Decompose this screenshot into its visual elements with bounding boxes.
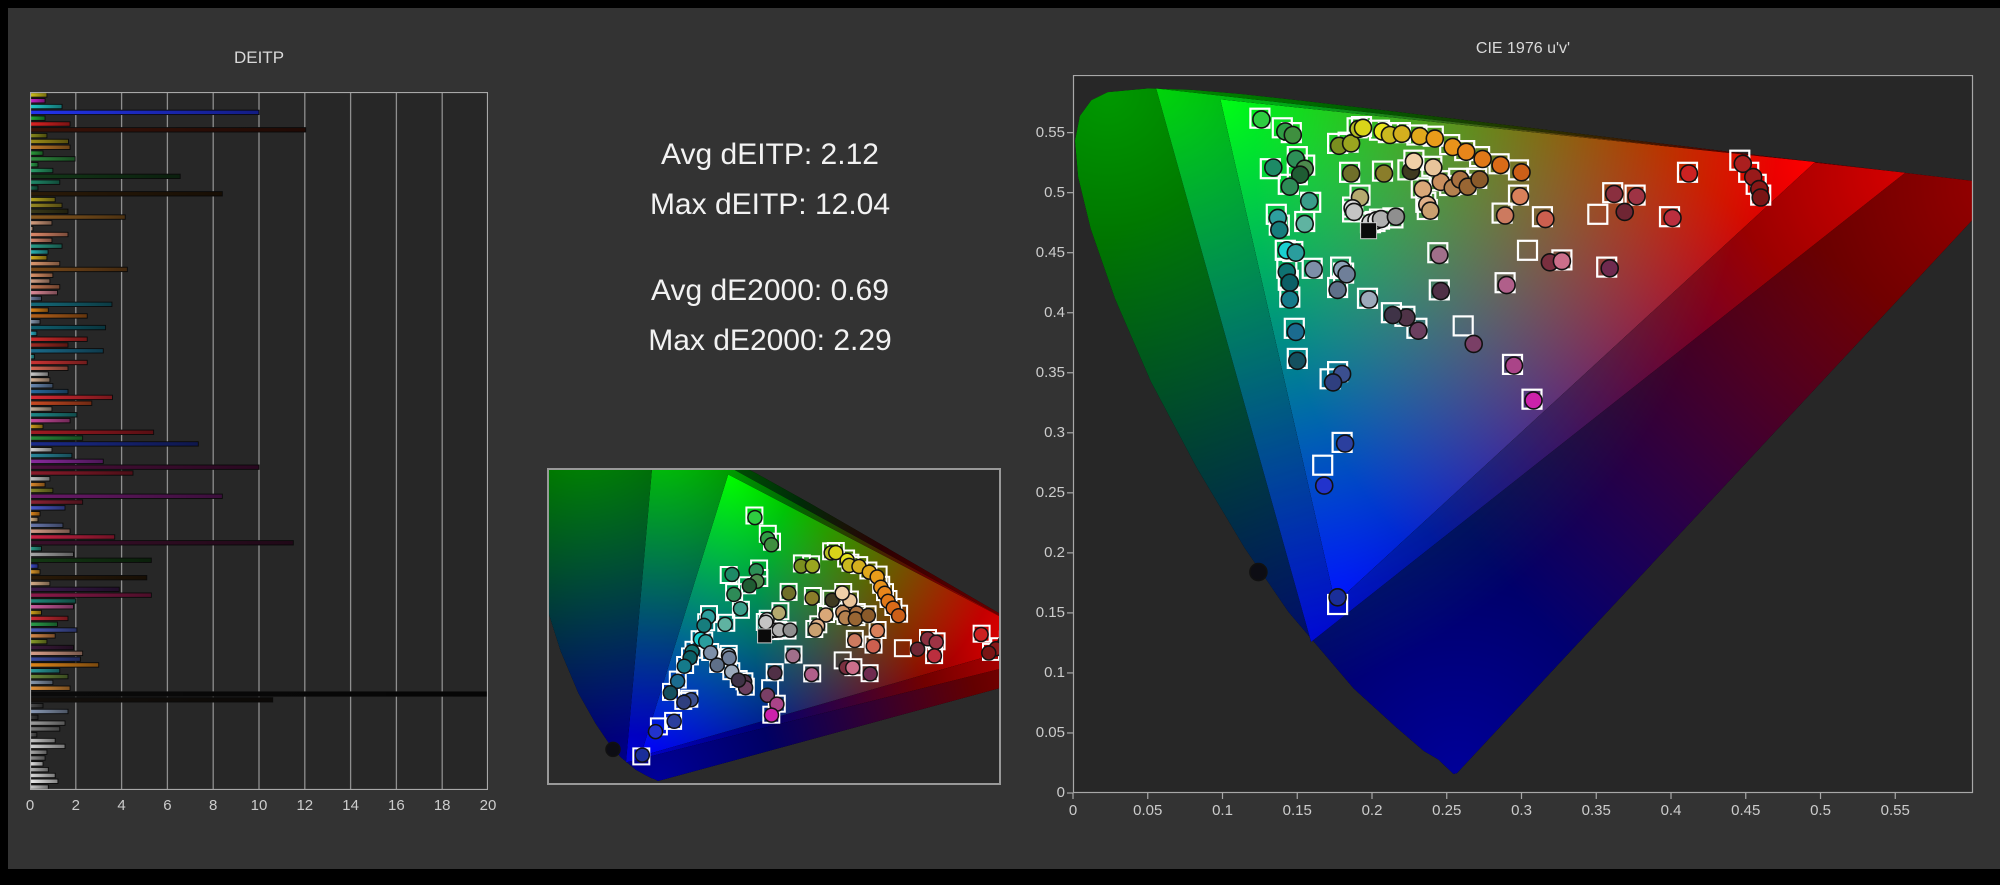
cie-chart-title: CIE 1976 u'v' xyxy=(1475,40,1571,57)
deitp-bars-plot xyxy=(30,92,488,790)
gamut-zoom-chart xyxy=(547,468,1001,785)
gamut-zoom-plot xyxy=(549,470,999,783)
avg-deitp-stat: Avg dEITP: 2.12 xyxy=(661,138,879,171)
avg-de2000-stat: Avg dE2000: 0.69 xyxy=(651,274,889,307)
max-deitp-stat: Max dEITP: 12.04 xyxy=(649,188,891,221)
stats-panel: Avg dEITP: 2.12 Max dEITP: 12.04 Avg dE2… xyxy=(545,130,995,366)
cie-1976-plot xyxy=(1067,75,1974,799)
deitp-chart-title: DEITP xyxy=(233,48,285,67)
max-de2000-stat: Max dE2000: 2.29 xyxy=(648,324,892,357)
stats-spacer xyxy=(545,230,995,266)
